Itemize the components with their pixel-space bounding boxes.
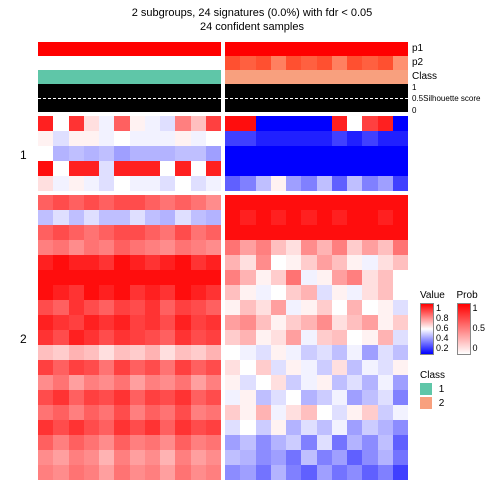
heatmap-row xyxy=(38,210,408,225)
heatmap-row xyxy=(38,255,408,270)
heatmap-row xyxy=(38,435,408,450)
value-ticks: 1 0.8 0.6 0.4 0.2 xyxy=(436,303,449,353)
heatmap-row xyxy=(38,240,408,255)
legend-prob-title: Prob xyxy=(457,290,486,301)
heatmap-row xyxy=(38,300,408,315)
heatmap-row xyxy=(38,330,408,345)
value-gradient xyxy=(420,303,434,355)
heatmap-row xyxy=(38,195,408,210)
legend-class-title: Class xyxy=(420,370,445,381)
legend-value: Value 1 0.8 0.6 0.4 0.2 Prob xyxy=(420,290,485,355)
figure-container: 2 subgroups, 24 signatures (0.0%) with f… xyxy=(0,0,504,504)
heatmap-row xyxy=(38,146,408,161)
label-silhouette: 1 0.5Silhouette score 0 xyxy=(412,84,437,112)
label-p2: p2 xyxy=(412,56,437,70)
heatmap-row xyxy=(38,176,408,191)
heatmap-row xyxy=(38,465,408,480)
prob-gradient xyxy=(457,303,471,355)
heatmap-row xyxy=(38,161,408,176)
title-line2: 24 confident samples xyxy=(0,20,504,34)
class-item-2: 2 xyxy=(420,397,445,409)
heatmap-row xyxy=(38,225,408,240)
legend-class: Class 1 2 xyxy=(420,370,445,411)
row-group-1: 1 xyxy=(20,148,27,162)
prob-ticks: 1 0.5 0 xyxy=(473,303,486,353)
title-line1: 2 subgroups, 24 signatures (0.0%) with f… xyxy=(0,6,504,20)
class-item-1: 1 xyxy=(420,383,445,395)
annotation-labels: p1 p2 Class 1 0.5Silhouette score 0 xyxy=(412,42,437,112)
heatmap-row xyxy=(38,375,408,390)
heatmap-row xyxy=(38,131,408,146)
heatmap-row xyxy=(38,360,408,375)
heatmap-row xyxy=(38,270,408,285)
heatmap-row xyxy=(38,315,408,330)
heatmap-row xyxy=(38,345,408,360)
legend-value-title: Value xyxy=(420,290,449,301)
heatmap-row xyxy=(38,390,408,405)
class-swatch-1 xyxy=(420,383,432,395)
class-swatch-2 xyxy=(420,397,432,409)
heatmap-row xyxy=(38,450,408,465)
label-p1: p1 xyxy=(412,42,437,56)
heatmap-row xyxy=(38,405,408,420)
row-group-2: 2 xyxy=(20,332,27,346)
heatmap-row xyxy=(38,285,408,300)
heatmap-row xyxy=(38,116,408,131)
plot-area xyxy=(38,42,408,480)
figure-title: 2 subgroups, 24 signatures (0.0%) with f… xyxy=(0,0,504,35)
heatmap-row xyxy=(38,420,408,435)
